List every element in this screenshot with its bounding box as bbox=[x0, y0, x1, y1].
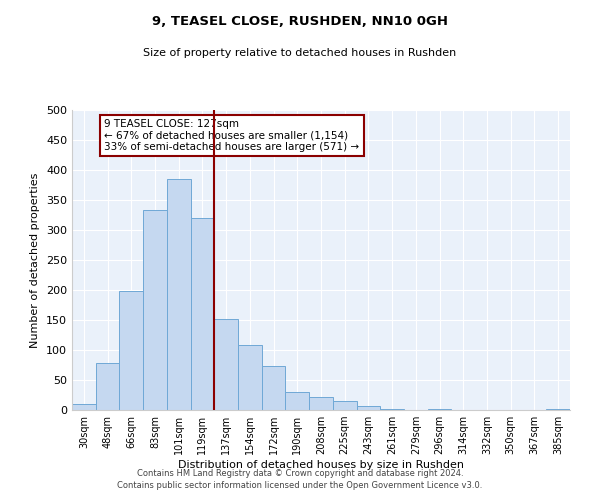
Bar bbox=[356, 406, 380, 410]
Bar bbox=[96, 363, 119, 410]
Text: Contains public sector information licensed under the Open Government Licence v3: Contains public sector information licen… bbox=[118, 481, 482, 490]
Bar bbox=[143, 210, 167, 410]
X-axis label: Distribution of detached houses by size in Rushden: Distribution of detached houses by size … bbox=[178, 460, 464, 470]
Bar bbox=[119, 291, 143, 410]
Bar bbox=[167, 179, 191, 410]
Bar bbox=[380, 409, 404, 410]
Text: Size of property relative to detached houses in Rushden: Size of property relative to detached ho… bbox=[143, 48, 457, 58]
Bar bbox=[191, 218, 214, 410]
Bar bbox=[333, 401, 356, 410]
Text: Contains HM Land Registry data © Crown copyright and database right 2024.: Contains HM Land Registry data © Crown c… bbox=[137, 468, 463, 477]
Bar bbox=[238, 345, 262, 410]
Bar bbox=[214, 319, 238, 410]
Text: 9, TEASEL CLOSE, RUSHDEN, NN10 0GH: 9, TEASEL CLOSE, RUSHDEN, NN10 0GH bbox=[152, 15, 448, 28]
Bar bbox=[309, 397, 333, 410]
Bar bbox=[72, 404, 96, 410]
Bar bbox=[286, 392, 309, 410]
Bar bbox=[262, 366, 286, 410]
Text: 9 TEASEL CLOSE: 127sqm
← 67% of detached houses are smaller (1,154)
33% of semi-: 9 TEASEL CLOSE: 127sqm ← 67% of detached… bbox=[104, 119, 359, 152]
Y-axis label: Number of detached properties: Number of detached properties bbox=[31, 172, 40, 348]
